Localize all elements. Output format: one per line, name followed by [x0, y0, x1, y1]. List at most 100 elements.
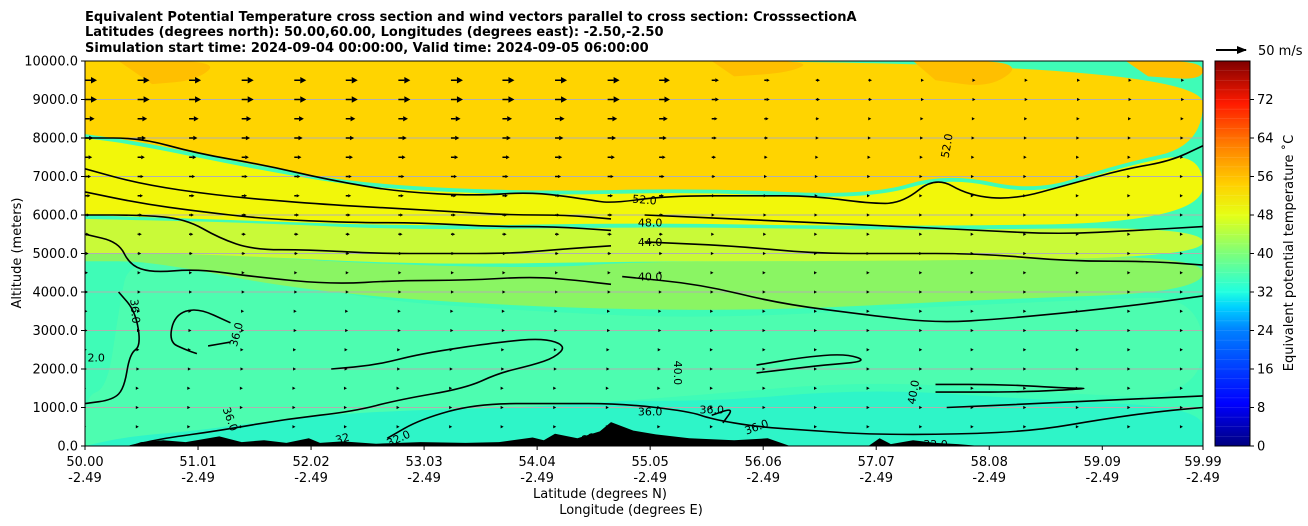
- wind-vector: [345, 328, 349, 333]
- wind-vector: [1179, 367, 1183, 371]
- wind-vector: [85, 155, 93, 160]
- wind-vector: [815, 136, 819, 140]
- wind-vector: [1127, 290, 1131, 294]
- wind-vector: [241, 116, 252, 122]
- wind-vector: [293, 309, 297, 313]
- contour-line-40: [85, 233, 612, 286]
- wind-vector: [345, 174, 352, 179]
- wind-vector: [554, 309, 558, 313]
- wind-vector: [866, 251, 870, 256]
- contour-label: 36.0: [638, 405, 663, 418]
- chart-title-line-3: Simulation start time: 2024-09-04 00:00:…: [85, 41, 649, 56]
- wind-vector: [294, 76, 307, 84]
- wind-vector: [867, 136, 871, 140]
- wind-vector: [345, 213, 351, 217]
- wind-vector: [814, 174, 818, 179]
- contour-line-36: [129, 338, 564, 446]
- wind-vector: [711, 78, 719, 83]
- wind-vector: [502, 96, 515, 103]
- wind-vector: [813, 309, 817, 313]
- contour-line-36: [386, 402, 1203, 439]
- x-tick-label-lat: 54.04: [519, 455, 556, 470]
- wind-vector: [1127, 251, 1131, 256]
- wind-vector: [189, 116, 199, 122]
- wind-vector: [762, 348, 766, 352]
- wind-vector: [343, 405, 347, 410]
- wind-vector: [554, 328, 558, 333]
- wind-vector: [607, 251, 612, 256]
- wind-vector: [293, 328, 297, 333]
- wind-vector: [137, 251, 142, 256]
- wind-vector: [189, 232, 194, 236]
- wind-vector: [240, 348, 244, 352]
- wind-vector: [764, 174, 768, 179]
- wind-vector: [815, 117, 820, 121]
- wind-vector: [1127, 309, 1131, 313]
- wind-vector: [762, 425, 766, 429]
- colorbar-tick-label: 72: [1257, 93, 1274, 108]
- wind-vector: [1127, 174, 1131, 179]
- wind-vector: [1127, 213, 1131, 217]
- wind-vector: [970, 232, 974, 236]
- colorbar-tick-label: 8: [1257, 401, 1265, 416]
- wind-vector: [502, 290, 506, 294]
- wind-vector: [187, 425, 191, 429]
- wind-vector: [239, 425, 243, 429]
- wind-vector: [1075, 232, 1079, 236]
- wind-vector: [813, 425, 817, 429]
- wind-vector: [657, 405, 661, 410]
- wind-vector: [607, 116, 618, 122]
- wind-vector: [764, 136, 769, 140]
- y-tick-label: 1000.0: [33, 401, 79, 416]
- wind-vector: [1075, 367, 1079, 371]
- wind-vector: [711, 97, 719, 102]
- wind-vector: [345, 271, 349, 275]
- wind-vector: [188, 328, 192, 333]
- wind-vector: [294, 213, 300, 217]
- wind-vector: [1023, 328, 1027, 333]
- wind-vector: [762, 328, 766, 333]
- wind-vector: [1179, 348, 1183, 352]
- wind-vector: [136, 309, 140, 313]
- wind-vector: [189, 290, 193, 294]
- wind-vector: [1127, 348, 1131, 352]
- wind-vector: [239, 386, 243, 390]
- wind-vector: [188, 309, 192, 313]
- wind-vector: [919, 405, 923, 410]
- wind-vector: [502, 76, 515, 84]
- wind-vector: [449, 405, 453, 410]
- wind-vector: [970, 405, 974, 410]
- wind-vector: [1023, 174, 1027, 179]
- wind-vector: [189, 194, 195, 198]
- y-tick-label: 9000.0: [33, 93, 79, 108]
- wind-vector: [1075, 271, 1079, 275]
- colorbar-tick-label: 48: [1257, 209, 1274, 224]
- wind-vector: [241, 232, 246, 236]
- wind-vector: [607, 96, 620, 103]
- wind-vector: [866, 386, 870, 390]
- wind-vector: [1024, 78, 1028, 82]
- wind-vector: [607, 155, 615, 160]
- wind-vector: [711, 232, 715, 236]
- wind-vector: [294, 290, 298, 294]
- wind-vector: [1075, 386, 1079, 390]
- contour-line-44: [85, 214, 612, 255]
- wind-vector: [709, 405, 713, 410]
- colorbar-tick-label: 16: [1257, 363, 1274, 378]
- chart-title-line-2: Latitudes (degrees north): 50.00,60.00, …: [85, 25, 664, 40]
- contour-line-52: [85, 137, 1203, 205]
- x-tick-label-lat: 57.07: [858, 455, 895, 470]
- wind-vector: [1075, 194, 1079, 198]
- wind-vector: [553, 425, 557, 429]
- wind-vector: [1179, 309, 1183, 313]
- x-tick-label-lat: 59.09: [1084, 455, 1121, 470]
- wind-vector: [293, 348, 297, 352]
- wind-vector: [85, 76, 97, 84]
- quiver-key: 50 m/s: [1216, 44, 1303, 59]
- wind-vector: [1128, 117, 1132, 121]
- wind-vector: [343, 425, 347, 429]
- wind-vector: [398, 135, 407, 141]
- wind-vector: [658, 290, 662, 294]
- wind-vector: [970, 309, 974, 313]
- wind-vector: [763, 232, 767, 236]
